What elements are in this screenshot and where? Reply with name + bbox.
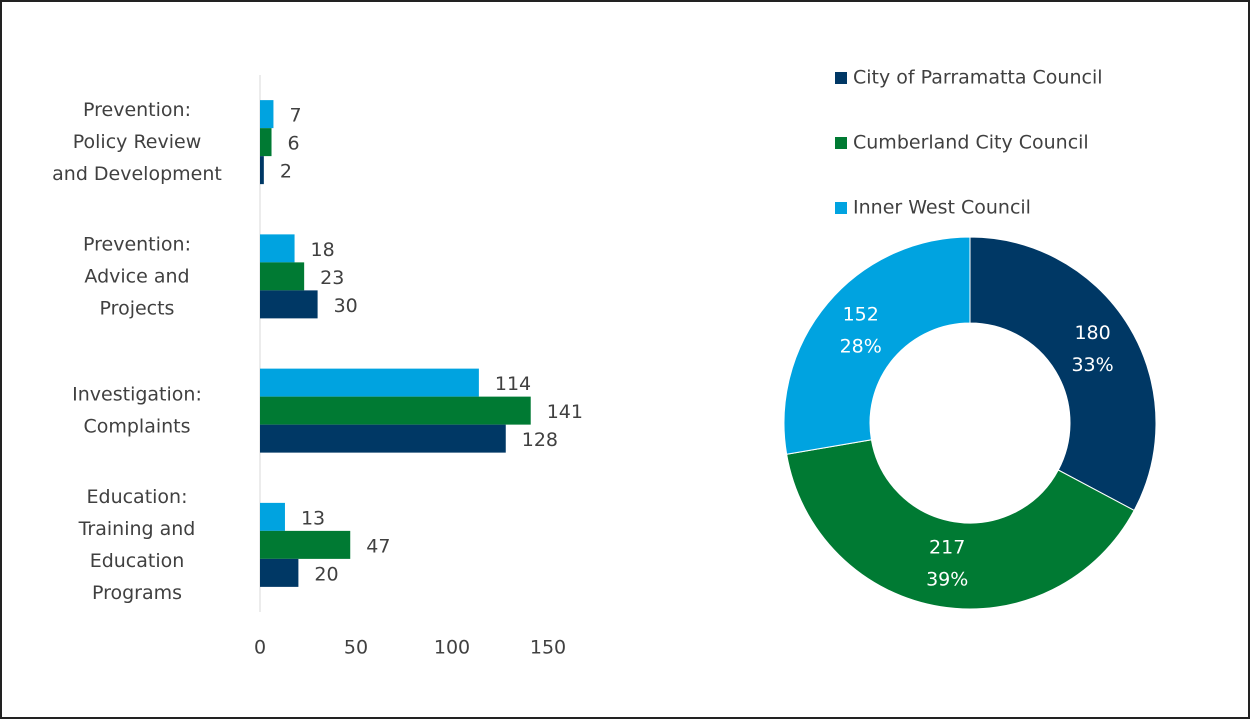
x-tick-label: 0 — [254, 637, 266, 659]
donut-slice — [783, 236, 971, 455]
bar — [260, 262, 305, 291]
bar — [260, 100, 274, 129]
bar — [260, 128, 272, 157]
legend-label: Cumberland City Council — [853, 132, 1089, 154]
data-label: 47 — [366, 535, 390, 557]
bar — [260, 368, 479, 397]
slice-percent: 28% — [840, 335, 882, 357]
data-label: 141 — [547, 401, 583, 423]
bar — [260, 290, 318, 319]
category-label: Investigation: Complaints — [72, 383, 202, 437]
data-label: 7 — [289, 105, 301, 127]
legend-label: City of Parramatta Council — [853, 67, 1103, 89]
legend-label: Inner West Council — [853, 197, 1031, 219]
slice-value: 180 — [1074, 322, 1110, 344]
data-label: 30 — [334, 295, 358, 317]
slice-value: 217 — [929, 537, 965, 559]
slice-value: 152 — [843, 303, 879, 325]
bar — [260, 156, 264, 185]
data-label: 2 — [280, 161, 292, 183]
category-label: Education: Training and Education Programs — [78, 485, 196, 603]
slice-percent: 39% — [926, 569, 968, 591]
slice-percent: 33% — [1071, 354, 1113, 376]
x-tick-label: 100 — [434, 637, 470, 659]
bar — [260, 234, 295, 263]
data-label: 13 — [301, 507, 325, 529]
x-tick-label: 50 — [344, 637, 368, 659]
donut-slice — [786, 439, 1135, 610]
x-tick-label: 150 — [530, 637, 566, 659]
bar — [260, 530, 351, 559]
legend-swatch — [835, 72, 847, 84]
data-label: 20 — [314, 563, 338, 585]
donut-slice — [969, 236, 1157, 512]
category-label: Prevention: Policy Review and Development — [52, 99, 222, 185]
data-label: 128 — [522, 429, 558, 451]
bar — [260, 396, 531, 425]
data-label: 23 — [320, 267, 344, 289]
bar — [260, 502, 285, 531]
bar — [260, 424, 506, 453]
legend-swatch — [835, 202, 847, 214]
data-label: 114 — [495, 373, 531, 395]
legend-swatch — [835, 137, 847, 149]
data-label: 18 — [311, 239, 335, 261]
category-label: Prevention: Advice and Projects — [83, 233, 191, 319]
data-label: 6 — [288, 133, 300, 155]
bar — [260, 558, 299, 587]
